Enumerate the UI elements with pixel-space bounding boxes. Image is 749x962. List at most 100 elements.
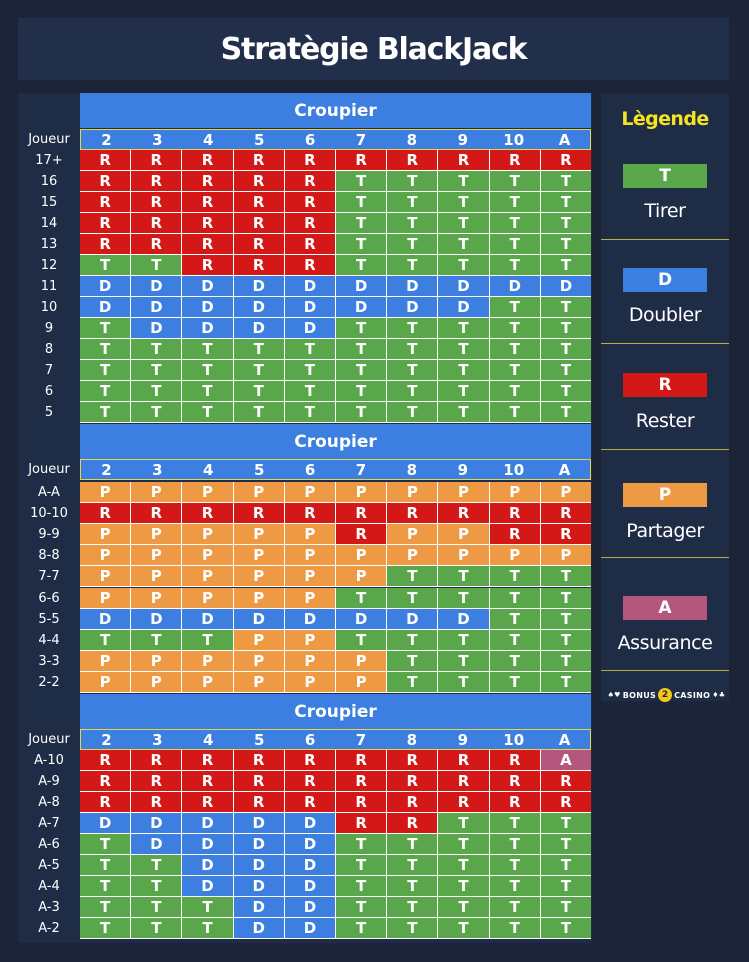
strategy-cell: T bbox=[438, 650, 490, 672]
dealer-cards-box: 2 3 4 5 6 7 8 9 10 A bbox=[80, 459, 591, 480]
strategy-cell: R bbox=[438, 771, 490, 792]
strategy-cell: R bbox=[284, 255, 337, 276]
strategy-cell: T bbox=[540, 834, 592, 855]
strategy-cell: T bbox=[80, 318, 132, 339]
player-hand-label: A-5 bbox=[38, 858, 60, 873]
strategy-row: 7-7 P P P P P P T T T T bbox=[18, 566, 592, 588]
strategy-cell: T bbox=[182, 339, 234, 360]
dealer-card: 2 bbox=[101, 460, 112, 479]
strategy-cell: T bbox=[80, 381, 132, 402]
legend-label: Rester bbox=[635, 410, 695, 432]
strategy-cell: P bbox=[233, 629, 285, 651]
strategy-cell: R bbox=[284, 792, 337, 813]
strategy-cell: T bbox=[336, 171, 388, 192]
strategy-cell: D bbox=[80, 297, 132, 318]
strategy-cell: T bbox=[489, 213, 541, 234]
strategy-cell: T bbox=[284, 381, 337, 402]
strategy-cell: T bbox=[489, 318, 541, 339]
strategy-row: A-7 D D D D D R R T T T bbox=[18, 813, 592, 834]
player-hand-label: 10-10 bbox=[30, 506, 68, 522]
strategy-cell: R bbox=[80, 213, 132, 234]
player-label: Joueur bbox=[28, 131, 70, 147]
strategy-cell: R bbox=[540, 792, 592, 813]
strategy-cell: P bbox=[284, 545, 337, 567]
strategy-cell: T bbox=[80, 360, 132, 381]
strategy-cell: D bbox=[284, 608, 337, 630]
strategy-cell: T bbox=[540, 360, 592, 381]
strategy-cell: T bbox=[438, 381, 490, 402]
strategy-cell: T bbox=[387, 566, 439, 588]
strategy-cell: D bbox=[80, 276, 132, 297]
strategy-cell: R bbox=[336, 503, 388, 525]
strategy-cell: T bbox=[540, 192, 592, 213]
strategy-cell: R bbox=[387, 750, 439, 771]
strategy-row: A-A P P P P P P P P P P bbox=[18, 482, 592, 504]
player-hand-label: 6 bbox=[44, 384, 54, 399]
strategy-cell: T bbox=[336, 876, 388, 897]
dealer-card: 7 bbox=[355, 460, 367, 479]
strategy-cell: T bbox=[336, 918, 388, 939]
strategy-cell: R bbox=[182, 792, 234, 813]
player-hand-label: 14 bbox=[40, 216, 58, 231]
strategy-cell: T bbox=[540, 608, 592, 630]
player-hand-label: 8-8 bbox=[38, 548, 60, 564]
strategy-cell: D bbox=[182, 813, 234, 834]
strategy-cell: D bbox=[233, 813, 285, 834]
strategy-row: A-5 T T D D D T T T T T bbox=[18, 855, 592, 876]
strategy-row: 17+ R R R R R R R R R R bbox=[18, 150, 592, 171]
strategy-cell: R bbox=[489, 750, 541, 771]
dealer-card: 4 bbox=[203, 460, 214, 479]
dealer-card: 4 bbox=[203, 730, 214, 749]
strategy-cell: R bbox=[284, 750, 337, 771]
strategy-cell: R bbox=[489, 771, 541, 792]
strategy-cell: P bbox=[80, 566, 132, 588]
strategy-cell: P bbox=[131, 650, 183, 672]
strategy-row: 10-10 R R R R R R R R R R bbox=[18, 503, 592, 525]
strategy-cell: D bbox=[233, 608, 285, 630]
strategy-cell: T bbox=[489, 339, 541, 360]
strategy-cell: R bbox=[540, 524, 592, 546]
strategy-cell: R bbox=[489, 792, 541, 813]
strategy-cell: T bbox=[387, 339, 439, 360]
strategy-cell: R bbox=[80, 771, 132, 792]
strategy-row: 9-9 P P P P P R P P R R bbox=[18, 524, 592, 546]
strategy-cell: T bbox=[540, 171, 592, 192]
dealer-card-row: Joueur 2 3 4 5 6 7 8 9 10 A bbox=[18, 729, 592, 750]
strategy-cell: R bbox=[182, 150, 234, 171]
strategy-cell: R bbox=[438, 792, 490, 813]
strategy-cell: D bbox=[284, 813, 337, 834]
strategy-cell: T bbox=[336, 402, 388, 423]
player-hand-label: A-10 bbox=[34, 753, 64, 768]
dealer-card: 10 bbox=[503, 460, 525, 479]
logo-right-text: CASINO bbox=[674, 690, 711, 700]
legend-label: Doubler bbox=[628, 304, 702, 326]
strategy-cell: R bbox=[80, 192, 132, 213]
strategy-cell: T bbox=[80, 629, 132, 651]
strategy-cell: R bbox=[80, 503, 132, 525]
strategy-cell: R bbox=[438, 150, 490, 171]
strategy-cell: P bbox=[489, 545, 541, 567]
strategy-cell: R bbox=[80, 171, 132, 192]
strategy-cell: P bbox=[182, 545, 234, 567]
strategy-cell: D bbox=[489, 276, 541, 297]
strategy-cell: P bbox=[80, 524, 132, 546]
strategy-cell: P bbox=[336, 671, 388, 693]
strategy-cell: P bbox=[284, 587, 337, 609]
dealer-card: 7 bbox=[355, 130, 367, 149]
strategy-cell: T bbox=[80, 918, 132, 939]
legend-panel: Lègende T Tirer D Doubler R Rester P Partager A A… bbox=[601, 93, 729, 701]
strategy-cell: T bbox=[540, 629, 592, 651]
strategy-cell: R bbox=[284, 771, 337, 792]
strategy-cell: P bbox=[80, 545, 132, 567]
strategy-cell: D bbox=[336, 276, 388, 297]
player-hand-label: A-7 bbox=[38, 816, 60, 831]
strategy-cell: D bbox=[80, 608, 132, 630]
strategy-cell: R bbox=[387, 792, 439, 813]
